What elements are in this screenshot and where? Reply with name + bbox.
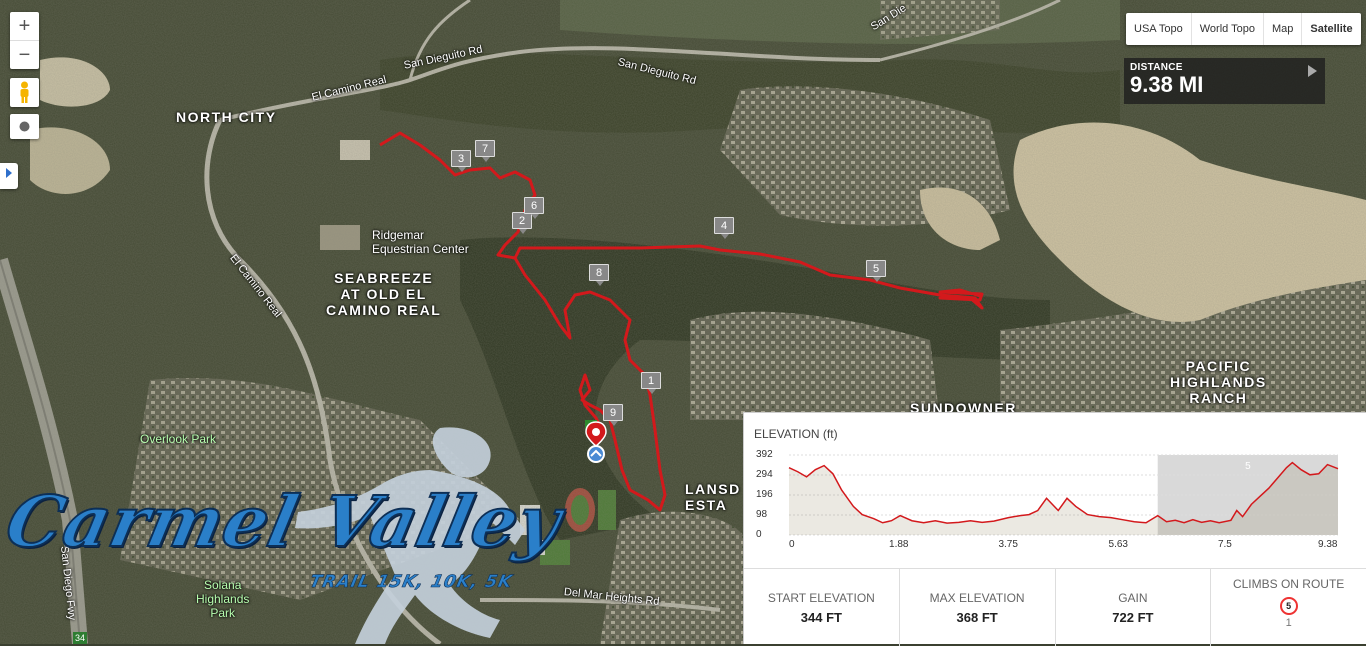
start-end-pin-icon[interactable]: [582, 418, 610, 464]
y-tick-label: 392: [756, 449, 773, 460]
poi-solana-line-1: Solana: [204, 578, 242, 592]
place-north-city: NORTH CITY: [176, 109, 277, 125]
x-tick-label: 5.63: [1108, 539, 1128, 550]
y-tick-label: 294: [756, 469, 773, 480]
place-seabreeze-line-2: AT OLD EL: [340, 286, 427, 302]
street-view-button[interactable]: [10, 78, 39, 107]
x-tick-label: 7.5: [1217, 539, 1232, 550]
poi-solana-line-3: Park: [210, 606, 236, 620]
play-icon[interactable]: [1308, 65, 1317, 77]
place-phr-line-2: HIGHLANDS: [1170, 374, 1267, 390]
stat-max-elevation: MAX ELEVATION 368 FT: [900, 569, 1056, 646]
place-pacific-highlands-ranch: PACIFIC HIGHLANDS RANCH: [1170, 358, 1267, 406]
x-tick-label: 1.88: [889, 539, 909, 550]
place-phr-line-3: RANCH: [1189, 390, 1248, 406]
logo-title: Carmel Valley: [0, 479, 570, 564]
zoom-out-button[interactable]: −: [10, 40, 39, 69]
stat-climbs: CLIMBS ON ROUTE 5 1: [1211, 569, 1366, 646]
y-tick-label: 196: [756, 489, 773, 500]
stat-gain-value: 722 FT: [1112, 610, 1154, 625]
place-seabreeze-line-3: CAMINO REAL: [326, 302, 442, 318]
zoom-control: + −: [10, 12, 39, 69]
poi-ridgemar-line-1: Ridgemar: [372, 228, 425, 242]
stat-start-elevation-value: 344 FT: [800, 610, 842, 625]
place-phr-line-1: PACIFIC: [1185, 358, 1252, 374]
highway-shield: 34: [73, 632, 87, 644]
route-marker-6[interactable]: 6: [524, 197, 544, 219]
route-marker-3[interactable]: 3: [451, 150, 471, 172]
locate-button[interactable]: [10, 114, 39, 139]
stat-max-elevation-label: MAX ELEVATION: [929, 591, 1025, 605]
y-tick-label: 0: [756, 529, 762, 540]
distance-label: DISTANCE: [1130, 62, 1183, 73]
poi-overlook-park: Overlook Park: [140, 432, 217, 446]
route-marker-2[interactable]: 2: [512, 212, 532, 234]
route-marker-4[interactable]: 4: [714, 217, 734, 239]
stat-start-elevation-label: START ELEVATION: [767, 591, 875, 605]
elevation-title: ELEVATION (ft): [754, 427, 838, 441]
stat-gain: GAIN 722 FT: [1056, 569, 1212, 646]
elevation-chart[interactable]: 5: [744, 413, 1366, 568]
runner-logo-icon: [295, 427, 525, 644]
map-type-usa-topo[interactable]: USA Topo: [1126, 13, 1192, 45]
zoom-in-button[interactable]: +: [18, 15, 31, 37]
stat-gain-label: GAIN: [1118, 591, 1148, 605]
place-lansdale: LANSD ESTA: [685, 481, 741, 513]
pegman-icon: [20, 81, 29, 103]
distance-panel: DISTANCE 9.38 MI: [1124, 58, 1325, 104]
route-marker-7[interactable]: 7: [475, 140, 495, 162]
climb-count: 1: [1285, 617, 1292, 629]
place-lansdale-line-1: LANSD: [685, 481, 741, 497]
location-dot-icon: [19, 121, 30, 132]
y-tick-label: 98: [756, 509, 768, 520]
poi-solana-highlands-park: Solana Highlands Park: [196, 578, 249, 620]
route-marker-8[interactable]: 8: [589, 264, 609, 286]
chevron-right-icon: [6, 168, 12, 178]
elevation-stats: START ELEVATION 344 FT MAX ELEVATION 368…: [744, 568, 1366, 646]
climb-category-icon[interactable]: 5: [1279, 597, 1298, 615]
x-tick-label: 9.38: [1318, 539, 1338, 550]
map-type-map[interactable]: Map: [1264, 13, 1303, 45]
map-type-world-topo[interactable]: World Topo: [1192, 13, 1264, 45]
place-lansdale-line-2: ESTA: [685, 497, 728, 513]
route-line-south: [513, 257, 667, 512]
elevation-area: [789, 462, 1338, 535]
elevation-panel: ELEVATION (ft) 5 START ELEVATION 344 FT …: [743, 412, 1366, 646]
stat-climbs-label: CLIMBS ON ROUTE: [1232, 577, 1345, 591]
place-seabreeze: SEABREEZE AT OLD EL CAMINO REAL: [326, 270, 441, 318]
map-type-satellite[interactable]: Satellite: [1310, 23, 1353, 35]
elevation-line: [788, 461, 1339, 524]
logo-subtitle: TRAIL 15K, 10K, 5K: [307, 572, 515, 593]
climb-highlight-label: 5: [1245, 461, 1251, 472]
sidebar-toggle-button[interactable]: [0, 163, 18, 189]
stat-max-elevation-value: 368 FT: [956, 610, 998, 625]
route-marker-9[interactable]: 9: [603, 404, 623, 426]
poi-solana-line-2: Highlands: [196, 592, 250, 606]
x-tick-label: 3.75: [998, 539, 1018, 550]
map-type-selector: USA Topo World Topo Map Satellite: [1126, 13, 1361, 45]
route-marker-5[interactable]: 5: [866, 260, 886, 282]
route-marker-1[interactable]: 1: [641, 372, 661, 394]
x-tick-label: 0: [789, 539, 795, 550]
distance-value: 9.38 MI: [1130, 72, 1204, 97]
poi-ridgemar: Ridgemar Equestrian Center: [372, 228, 469, 256]
stat-start-elevation: START ELEVATION 344 FT: [744, 569, 900, 646]
poi-ridgemar-line-2: Equestrian Center: [372, 242, 469, 256]
route-line: [379, 131, 984, 310]
place-seabreeze-line-1: SEABREEZE: [334, 270, 434, 286]
